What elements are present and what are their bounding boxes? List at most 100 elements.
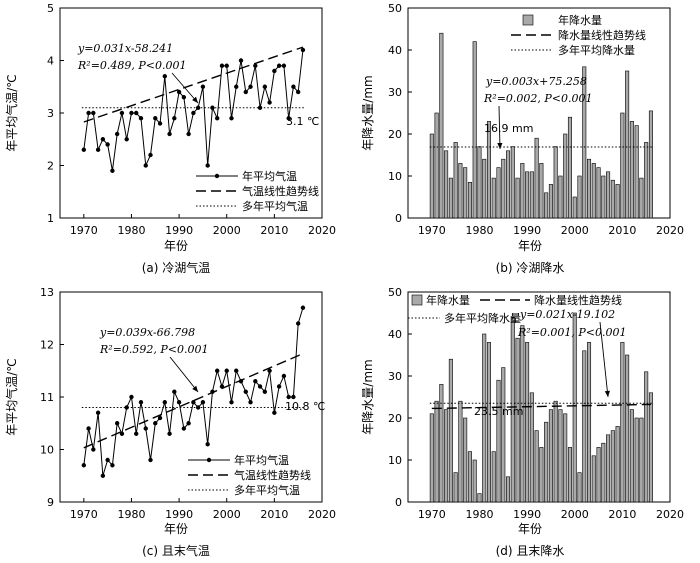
bar: [553, 146, 558, 219]
data-point: [205, 163, 210, 168]
data-point: [148, 152, 153, 158]
bar: [563, 413, 568, 503]
data-point: [86, 426, 91, 431]
bar: [648, 110, 653, 219]
x-tick-label: 2010: [608, 224, 636, 237]
bar: [439, 32, 444, 219]
x-tick-label: 1970: [418, 508, 446, 521]
x-tick-label: 2010: [260, 224, 288, 237]
y-tick-label: 30: [388, 370, 402, 383]
bar: [472, 41, 477, 219]
bar: [539, 447, 544, 503]
data-point: [267, 100, 272, 105]
x-tick-label: 1970: [418, 224, 446, 237]
bar: [567, 447, 572, 503]
data-point: [110, 168, 115, 173]
data-point: [138, 116, 144, 121]
bar: [534, 430, 539, 503]
plot-frame: [407, 291, 671, 503]
data-point: [281, 373, 287, 379]
mean-value-label: 10.8 ℃: [285, 400, 325, 413]
bar: [515, 177, 520, 219]
bar: [572, 312, 577, 503]
x-tick-label: 1970: [70, 508, 98, 521]
bar: [510, 146, 515, 219]
bar: [620, 342, 625, 503]
arrow-head: [192, 96, 198, 103]
bar: [615, 184, 620, 219]
bar: [625, 70, 630, 219]
x-tick-label: 2010: [608, 508, 636, 521]
y-tick-label: 10: [40, 444, 54, 457]
legend-swatch-series: [522, 14, 534, 26]
y-tick-label: 20: [388, 128, 402, 141]
legend-label-series: 年降水量: [426, 293, 470, 307]
bar: [434, 400, 439, 503]
data-point: [162, 400, 167, 405]
bar: [644, 142, 649, 219]
data-point: [86, 110, 91, 116]
bar: [467, 451, 472, 503]
arrow-head: [192, 385, 198, 392]
data-point: [224, 63, 229, 68]
bar: [563, 133, 568, 219]
bar: [582, 66, 587, 219]
data-point: [162, 74, 167, 79]
x-tick-label: 1980: [465, 224, 493, 237]
data-point: [286, 116, 291, 121]
data-point: [95, 410, 101, 415]
data-point: [243, 389, 248, 394]
bar: [610, 179, 615, 219]
annotation-arrow: [498, 105, 501, 150]
bar: [429, 413, 434, 503]
data-point: [129, 110, 134, 116]
bar: [558, 175, 563, 219]
trend-stats: R²=0.002, P<0.001: [483, 92, 593, 105]
trend-line: [83, 46, 304, 123]
data-point: [110, 463, 115, 468]
y-tick-label: 11: [40, 391, 54, 404]
data-point: [291, 394, 296, 400]
data-point: [124, 405, 129, 410]
x-tick-label: 1970: [70, 224, 98, 237]
x-tick-label: 2000: [213, 224, 241, 237]
data-point: [248, 400, 253, 405]
legend-label-trend: 气温线性趋势线: [234, 468, 311, 482]
data-point: [186, 421, 191, 426]
data-point: [181, 95, 187, 100]
bar: [463, 417, 468, 503]
data-point: [114, 131, 120, 137]
data-point: [167, 131, 172, 137]
legend-label-mean: 多年平均降水量: [558, 43, 635, 57]
data-point: [195, 105, 201, 110]
bar: [491, 177, 496, 219]
data-point: [267, 368, 272, 373]
legend-marker: [206, 457, 212, 463]
trend-line: [431, 403, 651, 410]
bar: [520, 163, 525, 219]
bar: [606, 434, 611, 503]
data-point: [119, 110, 125, 116]
y-tick-label: 4: [47, 55, 54, 68]
bar: [486, 342, 491, 503]
data-point: [286, 394, 291, 400]
bar: [582, 350, 587, 503]
bar: [501, 158, 506, 219]
annotation-arrow: [171, 72, 199, 104]
panel-caption: (a) 冷湖气温: [142, 260, 211, 275]
bar: [458, 163, 463, 219]
bar: [496, 167, 501, 219]
y-tick-label: 50: [388, 286, 402, 299]
x-tick-label: 2020: [656, 508, 684, 521]
y-tick-label: 40: [388, 44, 402, 57]
bar: [482, 158, 487, 219]
data-point: [157, 121, 163, 126]
data-point: [215, 116, 220, 121]
data-point: [143, 163, 148, 168]
data-point: [295, 89, 301, 95]
bar: [529, 171, 534, 219]
legend: 年降水量降水量线性趋势线多年平均降水量: [408, 293, 622, 325]
trend-stats: R²=0.001, P<0.001: [517, 326, 627, 339]
